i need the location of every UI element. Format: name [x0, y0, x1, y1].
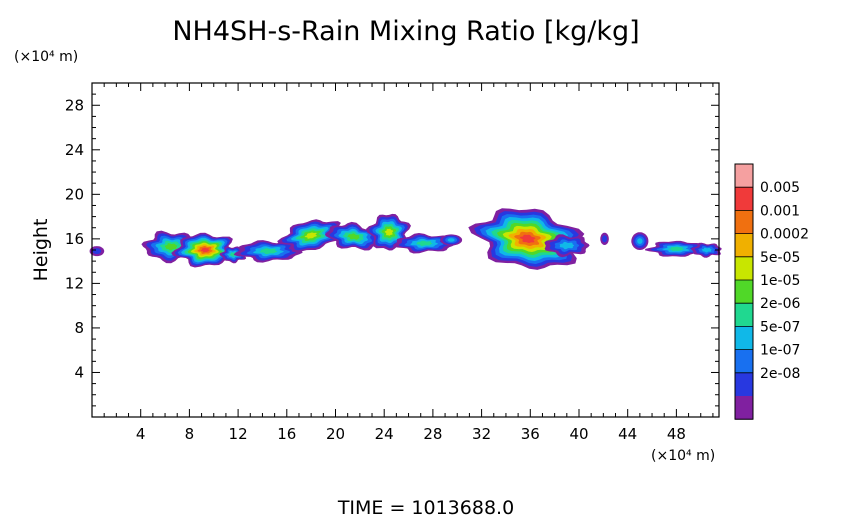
y-tick-label: 16: [65, 230, 84, 248]
colorbar-label: 5e-07: [760, 319, 800, 335]
chart-title: NH4SH-s-Rain Mixing Ratio [kg/kg]: [172, 16, 639, 47]
x-tick-label: 4: [136, 425, 146, 443]
field-contour: [304, 232, 317, 239]
field-contour: [447, 238, 455, 242]
colorbar-label: 0.0002: [760, 227, 809, 243]
field-contour: [668, 246, 685, 251]
x-tick-label: 12: [229, 425, 248, 443]
y-axis-label: Height: [30, 219, 52, 282]
y-tick-label: 24: [65, 141, 84, 159]
y-tick-label: 20: [65, 185, 84, 203]
colorbar-swatch: [735, 349, 753, 374]
y-unit-label: (×10⁴ m): [14, 49, 78, 65]
field-contour: [701, 247, 712, 253]
field-contour: [384, 228, 394, 236]
colorbar-label: 0.005: [760, 180, 800, 196]
colorbar-swatch: [735, 372, 753, 397]
field-contour: [200, 247, 210, 253]
colorbar-swatch: [735, 303, 753, 327]
field-contour: [416, 240, 433, 246]
field-contour: [637, 238, 643, 244]
colorbar-label: 1e-05: [760, 273, 800, 289]
colorbar-swatch: [735, 326, 753, 351]
y-tick-label: 28: [65, 96, 84, 114]
x-tick-label: 36: [521, 425, 540, 443]
colorbar: 0.005 0.001 0.0002 5e-05 1e-05 2e-06 5e-07 1e-0…: [734, 163, 809, 420]
colorbar-label: 2e-08: [760, 366, 800, 382]
y-tick-label: 4: [74, 363, 84, 381]
field-contour: [92, 248, 102, 254]
colorbar-label: 1e-07: [760, 343, 800, 359]
field-contour: [602, 235, 607, 243]
colorbar-swatch: [735, 396, 753, 420]
field-contour: [559, 241, 575, 250]
time-label: TIME = 1013688.0: [337, 497, 514, 519]
x-tick-label: 32: [472, 425, 491, 443]
colorbar-swatch: [735, 210, 753, 235]
y-tick-label: 8: [74, 319, 84, 337]
colorbar-swatch: [735, 256, 753, 281]
x-tick-label: 24: [375, 425, 394, 443]
colorbar-label: 5e-05: [760, 250, 800, 266]
x-tick-label: 48: [667, 425, 686, 443]
colorbar-swatch: [735, 164, 753, 188]
x-axis: 4 8 12 16 20 24 28 32 36 40 44 48: [103, 83, 714, 443]
x-tick-label: 40: [569, 425, 588, 443]
y-axis: 4 8 12 16 20 24 28: [65, 93, 719, 407]
x-tick-label: 16: [277, 425, 296, 443]
field-contour: [259, 248, 278, 255]
field-contour: [519, 234, 536, 243]
field-contour: [164, 243, 178, 251]
x-tick-label: 20: [326, 425, 345, 443]
field-contour: [347, 233, 360, 240]
colorbar-label: 0.001: [760, 203, 800, 219]
x-tick-label: 8: [185, 425, 195, 443]
colorbar-swatch: [735, 233, 753, 258]
x-unit-label: (×10⁴ m): [651, 448, 715, 464]
colorbar-swatch: [735, 280, 753, 304]
rain-field: [89, 208, 722, 270]
x-tick-label: 44: [618, 425, 637, 443]
colorbar-swatch: [735, 187, 753, 211]
colorbar-label: 2e-06: [760, 296, 800, 312]
y-tick-label: 12: [65, 274, 84, 292]
x-tick-label: 28: [423, 425, 442, 443]
